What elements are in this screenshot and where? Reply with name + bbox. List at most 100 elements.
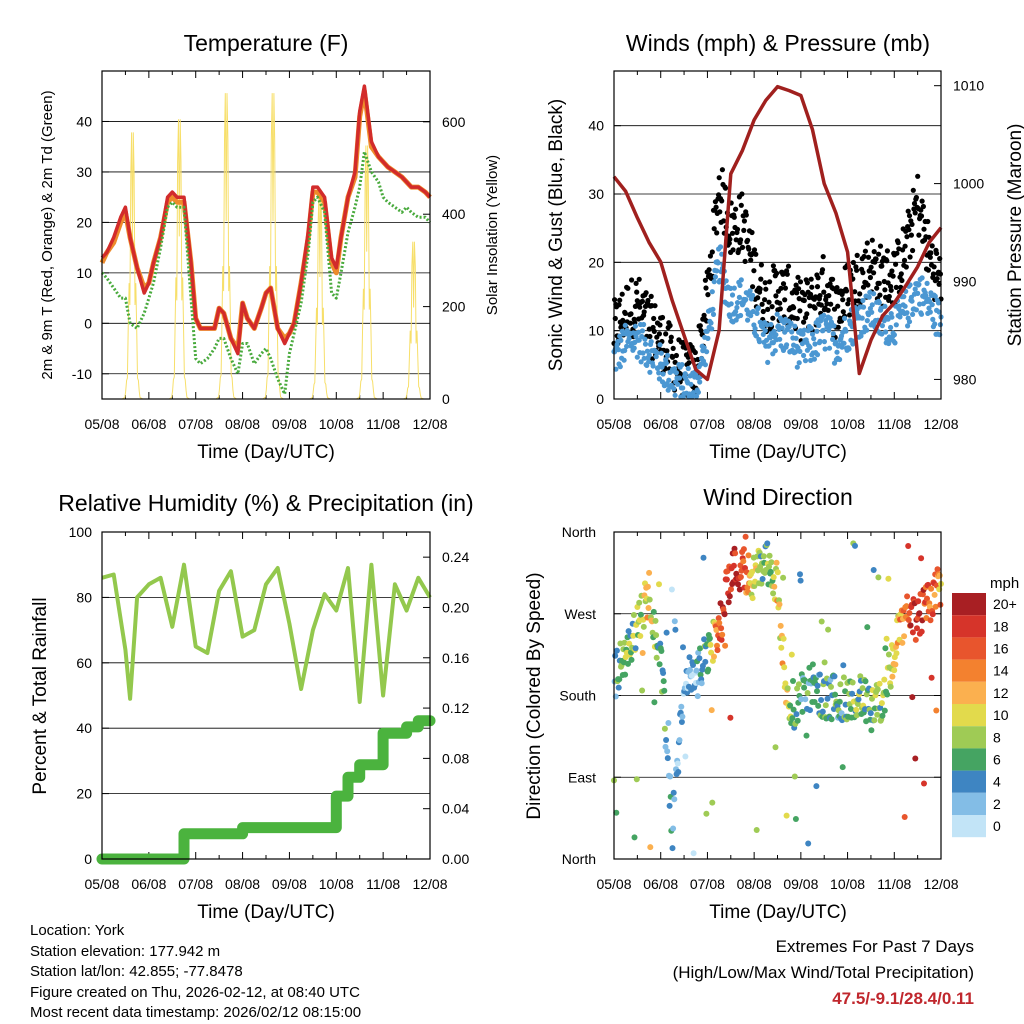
y-tick-label: North	[562, 851, 596, 867]
direction-point	[708, 707, 715, 714]
wind-point	[641, 355, 647, 361]
direction-point	[661, 687, 668, 694]
gust-point	[903, 264, 909, 270]
temperature-panel: Temperature (F) 05/08 06/08 07/08 08/08 09/0…	[39, 30, 501, 463]
direction-point	[809, 661, 816, 668]
direction-point	[852, 542, 858, 549]
y-tick-label: East	[568, 769, 596, 785]
direction-point	[819, 708, 826, 715]
humidity-ylabel: Percent & Total Rainfall	[30, 597, 51, 794]
gust-point	[706, 267, 712, 273]
direction-point	[909, 694, 916, 701]
wind-point	[738, 312, 744, 319]
gust-point	[727, 236, 733, 242]
direction-point	[797, 577, 804, 584]
direction-point	[670, 789, 677, 796]
gust-point	[634, 289, 640, 295]
direction-point	[637, 611, 644, 618]
direction-point	[881, 676, 888, 683]
wind-point	[915, 290, 921, 296]
gust-point	[791, 305, 797, 311]
wind-point	[708, 320, 714, 326]
gust-point	[702, 277, 709, 283]
direction-point	[912, 755, 919, 762]
direction-point	[736, 586, 743, 593]
wind-point	[690, 390, 697, 396]
direction-point	[874, 711, 881, 718]
gust-point	[901, 257, 908, 263]
y-tick-label: -10	[72, 366, 92, 382]
direction-point	[849, 679, 856, 686]
colorbar-title: mph	[990, 575, 1019, 592]
gust-point	[808, 291, 814, 297]
gust-point	[757, 286, 763, 292]
wind-point	[912, 286, 918, 292]
wind-point	[743, 297, 749, 303]
gust-point	[929, 243, 935, 249]
insolation-line	[121, 93, 425, 400]
station-info: Location: York Station elevation: 177.94…	[30, 921, 361, 1024]
direction-point	[881, 707, 888, 714]
wind-point	[820, 327, 826, 333]
wind-point	[831, 323, 837, 329]
gust-point	[804, 280, 811, 286]
direction-point	[628, 656, 635, 663]
x-tick-label: 07/08	[178, 876, 213, 892]
x-tick-label: 08/08	[225, 416, 260, 432]
direction-point	[632, 645, 639, 652]
y-tick-label: 80	[76, 589, 92, 605]
gust-point	[809, 284, 815, 290]
direction-point	[795, 681, 802, 688]
direction-point	[709, 799, 716, 806]
gust-point	[867, 274, 874, 281]
humidity-panel: Relative Humidity (%) & Precipitation (i…	[30, 490, 474, 923]
direction-point	[766, 563, 772, 570]
gust-point	[741, 227, 747, 233]
gust-point	[636, 276, 642, 282]
gust-point	[716, 175, 722, 181]
direction-point	[840, 662, 847, 669]
direction-point	[666, 802, 673, 809]
gust-point	[794, 315, 800, 322]
gust-point	[874, 285, 880, 291]
direction-point	[722, 642, 729, 649]
wind-point	[888, 324, 894, 331]
gust-point	[673, 352, 680, 359]
direction-point	[700, 554, 707, 561]
gust-point	[876, 280, 882, 286]
wind-point	[682, 371, 688, 377]
x-tick-label: 09/08	[783, 416, 818, 432]
location-text: Location: York	[30, 922, 125, 939]
y2-tick-label: 1010	[953, 78, 984, 94]
direction-point	[781, 664, 788, 671]
wind-point	[658, 350, 664, 356]
wind-point	[657, 342, 663, 348]
wind-point	[811, 336, 817, 342]
direction-point	[816, 671, 823, 678]
gust-point	[921, 226, 927, 232]
gust-point	[918, 213, 925, 219]
wind-point	[755, 305, 761, 311]
gust-point	[906, 227, 912, 233]
wind-point	[642, 336, 648, 342]
gust-point	[888, 287, 894, 293]
direction-point	[612, 652, 619, 659]
direction-point	[669, 845, 676, 852]
direction-point	[647, 844, 654, 851]
gust-point	[893, 284, 899, 290]
direction-point	[770, 590, 777, 597]
y2-tick-label: 0.08	[442, 750, 469, 766]
wind-point	[935, 300, 942, 306]
gust-point	[908, 232, 915, 238]
wind-point	[731, 285, 737, 291]
wind-point	[766, 343, 772, 349]
direction-point	[697, 645, 703, 652]
direction-point	[687, 667, 693, 673]
direction-point	[889, 673, 896, 680]
direction-point	[707, 641, 714, 648]
direction-points	[611, 533, 944, 857]
direction-point	[622, 671, 629, 678]
direction-point	[931, 591, 938, 598]
wind-point	[656, 370, 662, 376]
wind-point	[665, 352, 671, 358]
